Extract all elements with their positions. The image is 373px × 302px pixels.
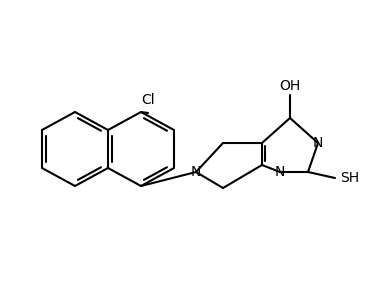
Text: N: N bbox=[191, 165, 201, 179]
Text: N: N bbox=[313, 136, 323, 150]
Text: SH: SH bbox=[340, 171, 359, 185]
Text: N: N bbox=[275, 165, 285, 179]
Text: OH: OH bbox=[279, 79, 301, 93]
Text: Cl: Cl bbox=[141, 93, 155, 107]
